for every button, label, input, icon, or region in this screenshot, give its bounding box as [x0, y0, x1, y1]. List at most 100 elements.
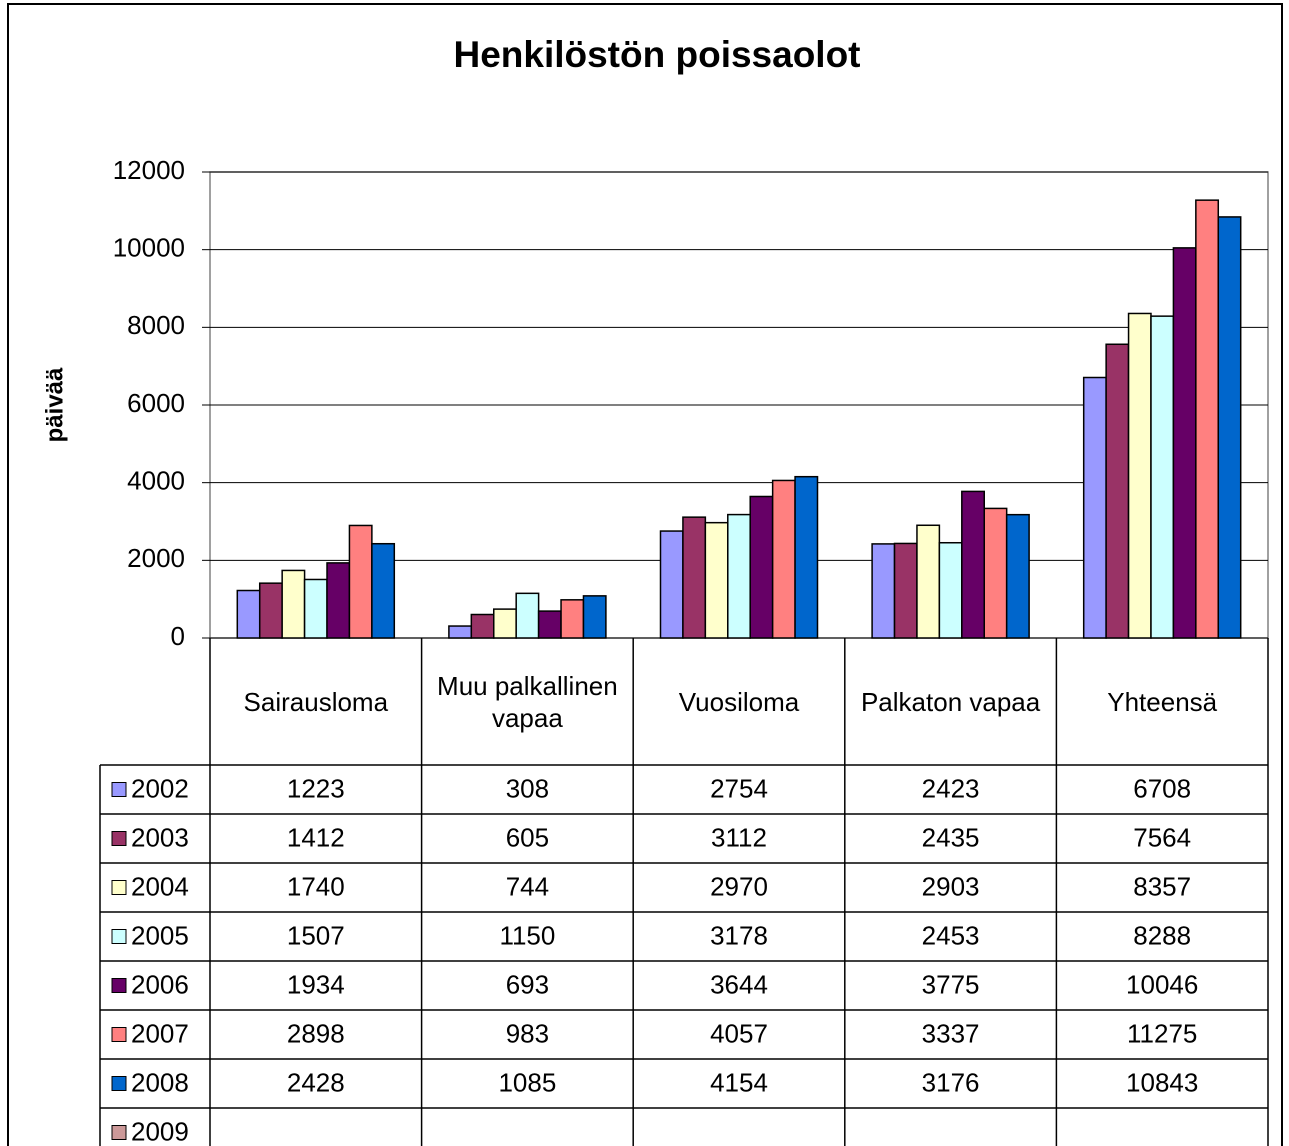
table-value: 1412 — [287, 822, 345, 852]
legend-swatch — [111, 1027, 127, 1042]
y-tick-label: 0 — [171, 621, 185, 651]
table-value: 1507 — [287, 920, 345, 950]
table-value: 10843 — [1126, 1067, 1198, 1097]
legend-swatch — [111, 929, 127, 944]
legend-swatch — [111, 880, 127, 895]
table-value: 1223 — [287, 773, 345, 803]
legend-label: 2007 — [131, 1018, 189, 1048]
table-value: 4057 — [710, 1018, 768, 1048]
y-axis-label: päivää — [41, 367, 68, 442]
table-value: 2435 — [922, 822, 980, 852]
bar — [749, 495, 774, 639]
bar — [326, 562, 351, 639]
table-value: 1740 — [287, 871, 345, 901]
table-value: 3775 — [922, 969, 980, 999]
table-value: 3112 — [711, 822, 767, 852]
bar — [938, 541, 963, 639]
y-tick-label: 8000 — [127, 310, 185, 340]
table-value: 8288 — [1133, 920, 1191, 950]
legend-label: 2005 — [131, 920, 189, 950]
table-value: 7564 — [1133, 822, 1191, 852]
bar — [1150, 315, 1175, 639]
x-tick-label: Yhteensä — [1107, 686, 1218, 717]
table-value: 2903 — [922, 871, 980, 901]
table-value: 2754 — [710, 773, 768, 803]
bar — [893, 542, 918, 639]
y-tick-label: 2000 — [127, 543, 185, 573]
bar — [727, 513, 751, 639]
table-value: 1150 — [499, 920, 555, 950]
bar — [1127, 312, 1152, 639]
category-cell: Yhteensä — [1107, 686, 1218, 717]
table-value: 1934 — [287, 969, 345, 999]
bar — [1195, 199, 1220, 639]
bar — [537, 610, 562, 639]
bar — [1105, 343, 1130, 639]
bar — [916, 524, 941, 639]
y-tick-label: 4000 — [127, 466, 185, 496]
legend-label: 2006 — [131, 969, 189, 999]
bar — [258, 582, 283, 639]
bar — [682, 516, 707, 639]
table-value: 11275 — [1127, 1018, 1197, 1048]
table-value: 3176 — [922, 1067, 980, 1097]
category-cell: Palkaton vapaa — [860, 686, 1041, 717]
bar — [515, 592, 540, 639]
bar — [1005, 513, 1030, 639]
y-tick-label: 6000 — [127, 388, 185, 418]
bar — [1082, 376, 1107, 639]
category-cell: Vuosiloma — [678, 686, 800, 717]
table-value: 308 — [506, 773, 549, 803]
legend-label: 2009 — [131, 1116, 189, 1146]
table-value: 605 — [506, 822, 549, 852]
table-value: 2453 — [922, 920, 980, 950]
bar — [582, 595, 607, 639]
bar — [983, 507, 1008, 639]
table-value: 2970 — [710, 871, 768, 901]
table-value: 4154 — [710, 1067, 768, 1097]
table-value: 3178 — [710, 920, 768, 950]
table-value: 3644 — [710, 969, 768, 999]
table-value: 8357 — [1133, 871, 1191, 901]
bar — [771, 479, 796, 639]
bar — [493, 608, 517, 639]
bar — [560, 599, 585, 639]
legend-swatch — [111, 831, 127, 846]
legend-swatch — [111, 1076, 127, 1091]
bar — [871, 543, 896, 639]
bar — [961, 490, 985, 639]
legend-swatch — [111, 782, 127, 797]
legend-swatch — [111, 1125, 127, 1140]
table-value: 10046 — [1126, 969, 1198, 999]
bar — [659, 530, 684, 639]
table-value: 744 — [506, 871, 549, 901]
bar — [371, 542, 396, 639]
x-tick-label: Sairausloma — [243, 686, 389, 717]
table-value: 2423 — [922, 773, 980, 803]
table-value: 1085 — [498, 1067, 556, 1097]
bar — [236, 589, 261, 639]
bar — [348, 524, 373, 639]
bar — [470, 613, 495, 639]
table-value: 6708 — [1133, 773, 1191, 803]
x-tick-label: Muu palkallinen vapaa — [437, 670, 618, 733]
bar — [303, 578, 328, 639]
legend-label: 2002 — [131, 773, 189, 803]
bar — [448, 625, 473, 639]
legend-swatch — [111, 978, 127, 993]
category-cell: Sairausloma — [243, 686, 389, 717]
bar — [704, 521, 729, 639]
table-value: 2428 — [287, 1067, 345, 1097]
chart-title: Henkilöstön poissaolot — [453, 34, 860, 75]
chart-border — [7, 3, 1283, 1146]
bar — [1217, 216, 1242, 639]
legend-label: 2008 — [131, 1067, 189, 1097]
bar — [1172, 247, 1197, 639]
x-tick-label: Palkaton vapaa — [860, 686, 1041, 717]
bar — [281, 569, 306, 639]
category-cell: Muu palkallinen vapaa — [437, 670, 618, 733]
table-value: 3337 — [922, 1018, 980, 1048]
x-tick-label: Vuosiloma — [678, 686, 800, 717]
y-tick-label: 12000 — [113, 155, 185, 185]
